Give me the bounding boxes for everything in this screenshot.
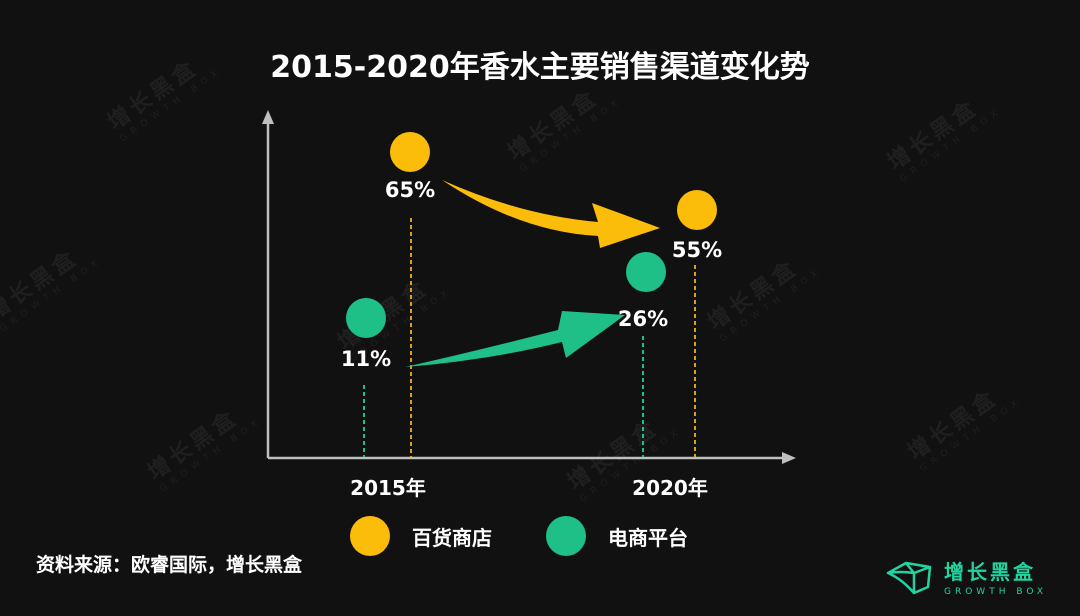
brand-name-en: GROWTH BOX xyxy=(944,587,1048,597)
department-store-trend-arrow xyxy=(442,180,660,248)
x-axis-arrow-icon xyxy=(782,452,796,464)
ecommerce-2020-dot xyxy=(626,252,666,292)
department-store-2020-value: 55% xyxy=(671,238,723,262)
legend-dot-icon xyxy=(350,516,390,556)
box-logo-icon xyxy=(886,561,932,594)
legend-ecommerce: 电商平台 xyxy=(546,516,688,556)
department-store-2015-dot xyxy=(390,132,430,172)
ecommerce-2015-dot xyxy=(346,298,386,338)
legend-department-store: 百货商店 xyxy=(350,516,492,556)
legend-label: 百货商店 xyxy=(412,525,492,550)
ecommerce-2020-value: 26% xyxy=(617,307,669,331)
legend-dot-icon xyxy=(546,516,586,556)
y-axis-arrow-icon xyxy=(262,110,274,124)
brand-logo: 增长黑盒 GROWTH BOX xyxy=(884,556,1047,597)
department-store-2020-dot xyxy=(677,190,717,230)
brand-name-cn: 增长黑盒 xyxy=(944,560,1036,584)
chart-title: 2015-2020年香水主要销售渠道变化势 xyxy=(270,50,810,85)
axes xyxy=(262,110,796,464)
source-note: 资料来源：欧睿国际，增长黑盒 xyxy=(36,554,303,576)
guide-lines xyxy=(363,218,696,457)
ecommerce-2015-value: 11% xyxy=(340,347,392,371)
department-store-2015-value: 65% xyxy=(384,178,436,202)
x-tick-2015: 2015年 xyxy=(350,476,426,500)
x-tick-2020: 2020年 xyxy=(632,476,708,500)
ecommerce-trend-arrow xyxy=(405,311,625,367)
legend-label: 电商平台 xyxy=(608,525,688,550)
